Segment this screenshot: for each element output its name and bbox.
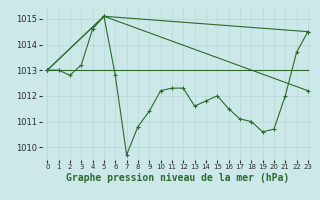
X-axis label: Graphe pression niveau de la mer (hPa): Graphe pression niveau de la mer (hPa) [66,173,289,183]
